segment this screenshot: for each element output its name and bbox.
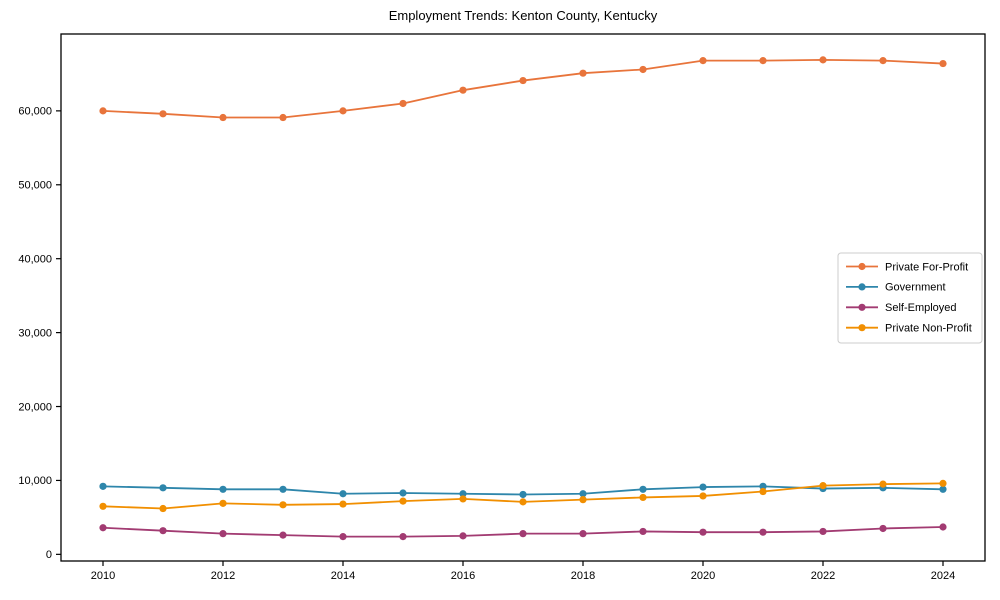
- legend-label-self-employed: Self-Employed: [885, 302, 957, 314]
- x-tick-label: 2010: [91, 570, 115, 582]
- data-point-government: [219, 485, 227, 493]
- legend-box: [837, 252, 983, 344]
- data-point-self-employed: [219, 530, 227, 538]
- data-point-private-for-profit: [759, 57, 767, 65]
- legend-marker-private-non-profit: [858, 324, 866, 332]
- chart-title: Employment Trends: Kenton County, Kentuc…: [389, 8, 658, 23]
- plot-border: [60, 33, 986, 562]
- x-tick-label: 2016: [451, 570, 475, 582]
- data-point-private-non-profit: [759, 487, 767, 496]
- x-tick-label: 2018: [571, 570, 595, 582]
- data-point-private-non-profit: [399, 497, 407, 505]
- x-tick-label: 2024: [931, 570, 955, 582]
- data-point-private-non-profit: [819, 482, 827, 490]
- y-tick-label: 40,000: [18, 253, 52, 265]
- data-point-government: [579, 490, 587, 498]
- x-tick-label: 2020: [691, 570, 715, 582]
- data-point-private-for-profit: [99, 107, 107, 115]
- data-point-private-non-profit: [579, 496, 587, 504]
- data-point-private-non-profit: [279, 501, 287, 509]
- data-point-government: [279, 485, 287, 493]
- data-point-self-employed: [939, 523, 947, 531]
- y-tick-label: 10,000: [18, 475, 52, 487]
- data-point-self-employed: [279, 531, 287, 539]
- x-tick-label: 2022: [811, 570, 835, 582]
- y-tick-label: 60,000: [18, 106, 52, 118]
- data-point-private-for-profit: [339, 107, 347, 115]
- data-point-government: [399, 489, 407, 497]
- legend-marker-private-for-profit: [858, 262, 866, 271]
- data-point-private-non-profit: [459, 495, 467, 503]
- legend-label-government: Government: [885, 282, 946, 294]
- legend-label-private-non-profit: Private Non-Profit: [885, 323, 972, 335]
- data-point-self-employed: [879, 524, 887, 533]
- data-point-private-non-profit: [159, 504, 167, 513]
- data-point-private-for-profit: [819, 56, 827, 64]
- data-point-government: [99, 482, 107, 490]
- x-tick-label: 2012: [211, 570, 235, 582]
- data-point-government: [759, 482, 767, 490]
- data-point-self-employed: [819, 527, 827, 536]
- data-point-private-non-profit: [519, 498, 527, 506]
- data-point-self-employed: [639, 527, 647, 536]
- data-point-private-non-profit: [879, 480, 887, 488]
- data-point-private-for-profit: [159, 110, 167, 118]
- data-point-government: [639, 485, 647, 493]
- data-point-self-employed: [519, 530, 527, 538]
- data-point-private-non-profit: [939, 479, 947, 487]
- data-point-self-employed: [699, 528, 707, 536]
- data-point-government: [939, 485, 947, 493]
- data-point-government: [159, 484, 167, 492]
- data-point-private-for-profit: [699, 57, 707, 65]
- data-point-government: [339, 490, 347, 498]
- data-point-private-non-profit: [219, 499, 227, 507]
- data-point-private-for-profit: [939, 59, 947, 68]
- data-point-government: [519, 490, 527, 499]
- data-point-private-for-profit: [579, 69, 587, 77]
- data-point-private-non-profit: [639, 493, 647, 502]
- y-tick-label: 30,000: [18, 327, 52, 339]
- data-point-private-non-profit: [339, 500, 347, 508]
- data-point-private-for-profit: [279, 113, 287, 122]
- data-point-private-non-profit: [699, 492, 707, 500]
- data-point-private-for-profit: [399, 99, 407, 108]
- data-point-self-employed: [579, 530, 587, 538]
- data-point-private-for-profit: [519, 76, 527, 85]
- data-point-self-employed: [339, 533, 347, 541]
- legend-marker-self-employed: [858, 303, 866, 311]
- data-point-government: [699, 483, 707, 491]
- y-tick-label: 50,000: [18, 180, 52, 192]
- data-point-self-employed: [459, 532, 467, 540]
- data-point-private-for-profit: [639, 65, 647, 74]
- data-point-self-employed: [759, 528, 767, 536]
- y-tick-label: 0: [46, 549, 52, 561]
- x-tick-label: 2014: [331, 570, 355, 582]
- data-point-private-for-profit: [459, 86, 467, 94]
- data-point-private-for-profit: [219, 113, 227, 122]
- data-point-self-employed: [99, 524, 107, 532]
- data-point-government: [459, 490, 467, 498]
- legend-label-private-for-profit: Private For-Profit: [885, 261, 968, 273]
- y-tick-label: 20,000: [18, 401, 52, 413]
- legend-marker-government: [858, 283, 866, 291]
- data-point-self-employed: [159, 527, 167, 535]
- data-point-private-for-profit: [879, 57, 887, 65]
- data-point-private-non-profit: [99, 502, 107, 510]
- data-point-self-employed: [399, 533, 407, 541]
